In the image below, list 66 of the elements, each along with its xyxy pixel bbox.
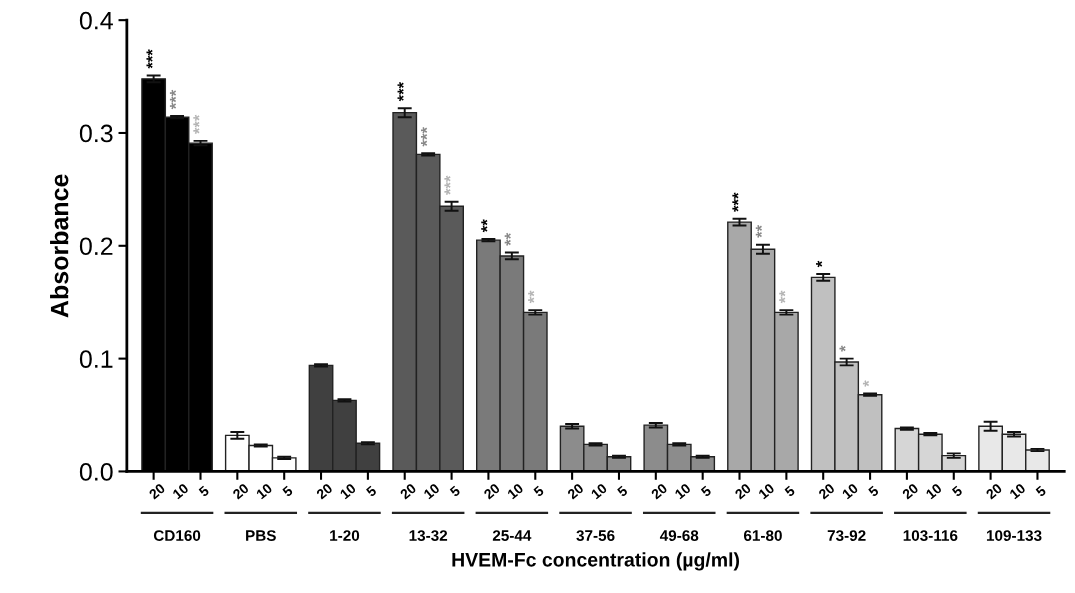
y-axis-title: Absorbance: [50, 174, 69, 318]
text: 20: [734, 482, 752, 500]
text: 20: [817, 482, 836, 500]
text: 5: [198, 485, 210, 498]
y-tick-label: 0.0: [79, 463, 113, 481]
x-tick-label: 25-44: [492, 530, 532, 541]
text: 10: [674, 482, 692, 500]
text: 5: [532, 485, 545, 498]
data-label: **: [504, 232, 511, 246]
legend-label: 10: [172, 482, 190, 500]
data-label: ***: [146, 49, 153, 69]
x-axis-title: HVEM-Fc concentration (µg/ml): [452, 552, 740, 571]
text: 5: [700, 485, 712, 498]
data-label: ***: [397, 81, 404, 102]
data-label: ***: [421, 127, 428, 147]
text: 20: [483, 482, 501, 500]
text: 20: [399, 482, 417, 500]
x-tick-label: PBS: [246, 530, 276, 541]
x-tick-label: 49-68: [659, 530, 699, 541]
text: 20: [985, 482, 1003, 500]
x-tick-label: 1-20: [330, 530, 360, 541]
data-label: ***: [732, 192, 739, 212]
data-label: ***: [193, 114, 200, 135]
text: 10: [339, 482, 357, 500]
text: 20: [901, 482, 919, 500]
text: 10: [925, 482, 943, 500]
text: 20: [566, 482, 585, 500]
x-tick-label: 109-133: [986, 530, 1042, 542]
x-tick-label: 37-56: [576, 530, 615, 542]
data-label: *: [862, 380, 870, 387]
y-tick-label: 0.1: [79, 350, 113, 368]
text: 10: [841, 482, 859, 500]
text: 10: [758, 482, 775, 500]
text: 20: [315, 482, 334, 500]
data-label: *: [839, 345, 846, 352]
text: 5: [365, 485, 378, 498]
y-tick-label: 0.4: [79, 11, 113, 30]
data-label: **: [528, 290, 535, 304]
text: 10: [590, 482, 608, 500]
data-label: **: [779, 290, 786, 304]
x-tick-label: 73-92: [827, 530, 866, 542]
data-label: ***: [444, 175, 451, 195]
y-tick-label: 0.3: [79, 124, 113, 143]
text: 10: [255, 482, 273, 500]
text: 5: [449, 485, 461, 498]
x-tick-label: 13-32: [409, 530, 448, 542]
data-label: *: [816, 260, 823, 268]
text: 10: [1009, 482, 1027, 500]
legend-label: 20: [148, 482, 166, 500]
text: 5: [1035, 485, 1047, 498]
text: 20: [232, 482, 250, 500]
text: 5: [951, 485, 963, 498]
text: 10: [423, 482, 441, 500]
text: 5: [616, 485, 629, 498]
text: 20: [650, 482, 668, 500]
data-label: **: [755, 224, 762, 238]
data-label: ***: [169, 89, 177, 110]
y-tick-label: 0.2: [79, 237, 113, 256]
data-label: **: [481, 219, 488, 233]
x-tick-label: 61-80: [743, 530, 782, 541]
text: 5: [867, 485, 880, 498]
x-tick-label: 103-116: [903, 530, 958, 542]
text: 5: [784, 485, 796, 498]
x-tick-label: CD160: [153, 530, 201, 541]
text: 10: [506, 482, 524, 500]
legend-label: 5: [281, 485, 294, 498]
